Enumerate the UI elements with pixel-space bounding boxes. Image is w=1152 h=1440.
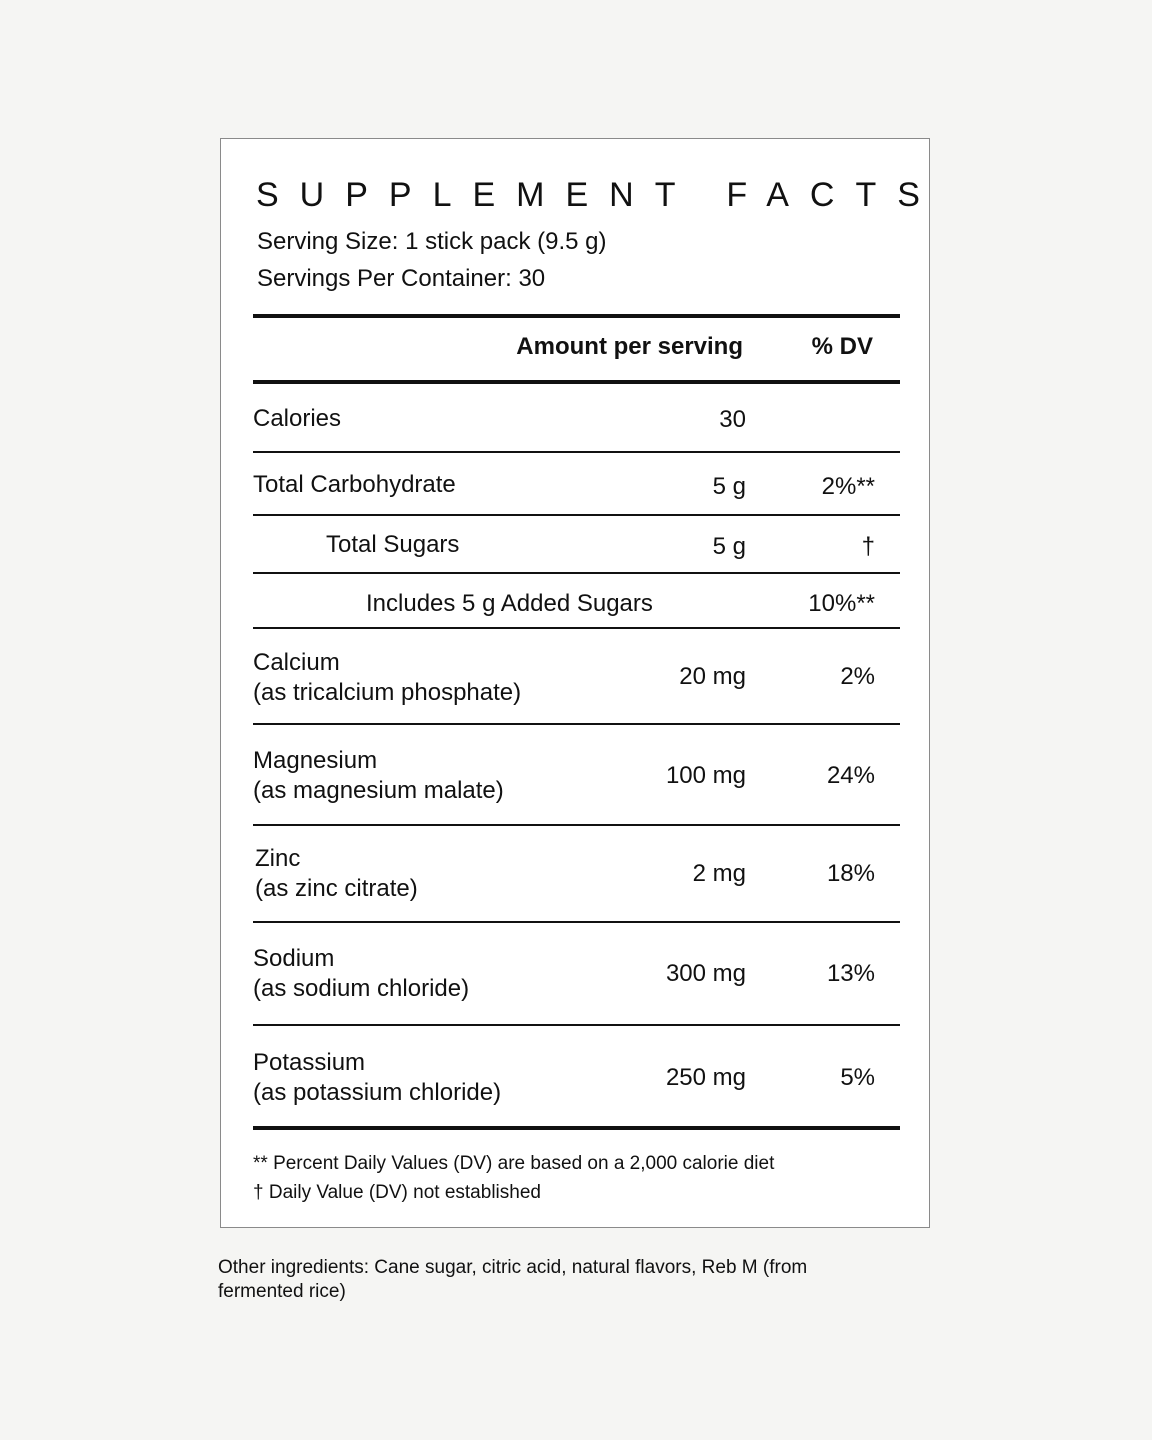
divider: [253, 572, 900, 574]
row-dv: 13%: [826, 960, 875, 987]
row-source: (as zinc citrate): [255, 875, 418, 902]
footnote-not-established: † Daily Value (DV) not established: [253, 1182, 541, 1203]
row-total-sugars: Total Sugars 5 g †: [253, 530, 900, 570]
row-amount: 300 mg: [665, 960, 746, 987]
divider: [253, 1024, 900, 1026]
header-amount: Amount per serving: [516, 333, 743, 360]
row-dv: 2%**: [821, 473, 875, 500]
divider-top: [253, 314, 900, 318]
header-dv: % DV: [811, 333, 873, 360]
row-amount: 5 g: [712, 533, 746, 560]
divider: [253, 723, 900, 725]
divider-bottom: [253, 1126, 900, 1130]
row-source: (as potassium chloride): [253, 1079, 502, 1106]
row-dv: 2%: [840, 663, 875, 690]
row-zinc: Zinc (as zinc citrate) 2 mg 18%: [253, 843, 900, 913]
divider: [253, 627, 900, 629]
row-amount: 250 mg: [665, 1064, 746, 1091]
row-source: (as magnesium malate): [253, 777, 504, 804]
row-name: Zinc: [255, 845, 301, 872]
servings-per-container: Servings Per Container: 30: [257, 265, 546, 292]
divider: [253, 824, 900, 826]
row-dv: 10%**: [808, 590, 875, 617]
row-amount: 2 mg: [692, 860, 746, 887]
other-ingredients: Other ingredients: Cane sugar, citric ac…: [218, 1257, 808, 1302]
row-sodium: Sodium (as sodium chloride) 300 mg 13%: [253, 943, 900, 1013]
row-name-block: Zinc (as zinc citrate): [255, 844, 418, 904]
row-name: Calories: [253, 405, 342, 432]
row-added-sugars: Includes 5 g Added Sugars 10%**: [253, 589, 900, 629]
row-dv: 18%: [826, 860, 875, 887]
row-name: Total Sugars: [326, 531, 460, 558]
row-name: Potassium: [253, 1049, 366, 1076]
row-name: Total Carbohydrate: [253, 471, 456, 498]
row-name: Magnesium: [253, 747, 378, 774]
divider: [253, 514, 900, 516]
row-dv: 24%: [826, 762, 875, 789]
row-amount: 30: [719, 406, 746, 433]
divider: [253, 921, 900, 923]
row-name: Includes 5 g Added Sugars: [366, 590, 653, 617]
row-source: (as sodium chloride): [253, 975, 470, 1002]
row-potassium: Potassium (as potassium chloride) 250 mg…: [253, 1047, 900, 1117]
row-name-block: Magnesium (as magnesium malate): [253, 746, 504, 806]
label-title: SUPPLEMENT FACTS: [256, 176, 941, 214]
row-magnesium: Magnesium (as magnesium malate) 100 mg 2…: [253, 745, 900, 815]
row-calories: Calories 30: [253, 403, 900, 443]
row-name: Calcium: [253, 649, 340, 676]
row-amount: 5 g: [712, 473, 746, 500]
row-name-block: Calcium (as tricalcium phosphate): [253, 648, 521, 708]
serving-size: Serving Size: 1 stick pack (9.5 g): [257, 228, 607, 255]
supplement-facts-panel: SUPPLEMENT FACTS Serving Size: 1 stick p…: [220, 138, 930, 1228]
row-amount: 20 mg: [679, 663, 746, 690]
row-name-block: Sodium (as sodium chloride): [253, 944, 469, 1004]
row-dv: 5%: [840, 1064, 875, 1091]
row-name-block: Potassium (as potassium chloride): [253, 1048, 501, 1108]
divider-header: [253, 380, 900, 384]
divider: [253, 451, 900, 453]
row-dv: †: [861, 533, 875, 560]
row-amount: 100 mg: [665, 762, 746, 789]
row-source: (as tricalcium phosphate): [253, 679, 522, 706]
row-total-carbohydrate: Total Carbohydrate 5 g 2%**: [253, 469, 900, 509]
footnote-dv-basis: ** Percent Daily Values (DV) are based o…: [253, 1153, 775, 1174]
row-name: Sodium: [253, 945, 335, 972]
row-calcium: Calcium (as tricalcium phosphate) 20 mg …: [253, 647, 900, 717]
